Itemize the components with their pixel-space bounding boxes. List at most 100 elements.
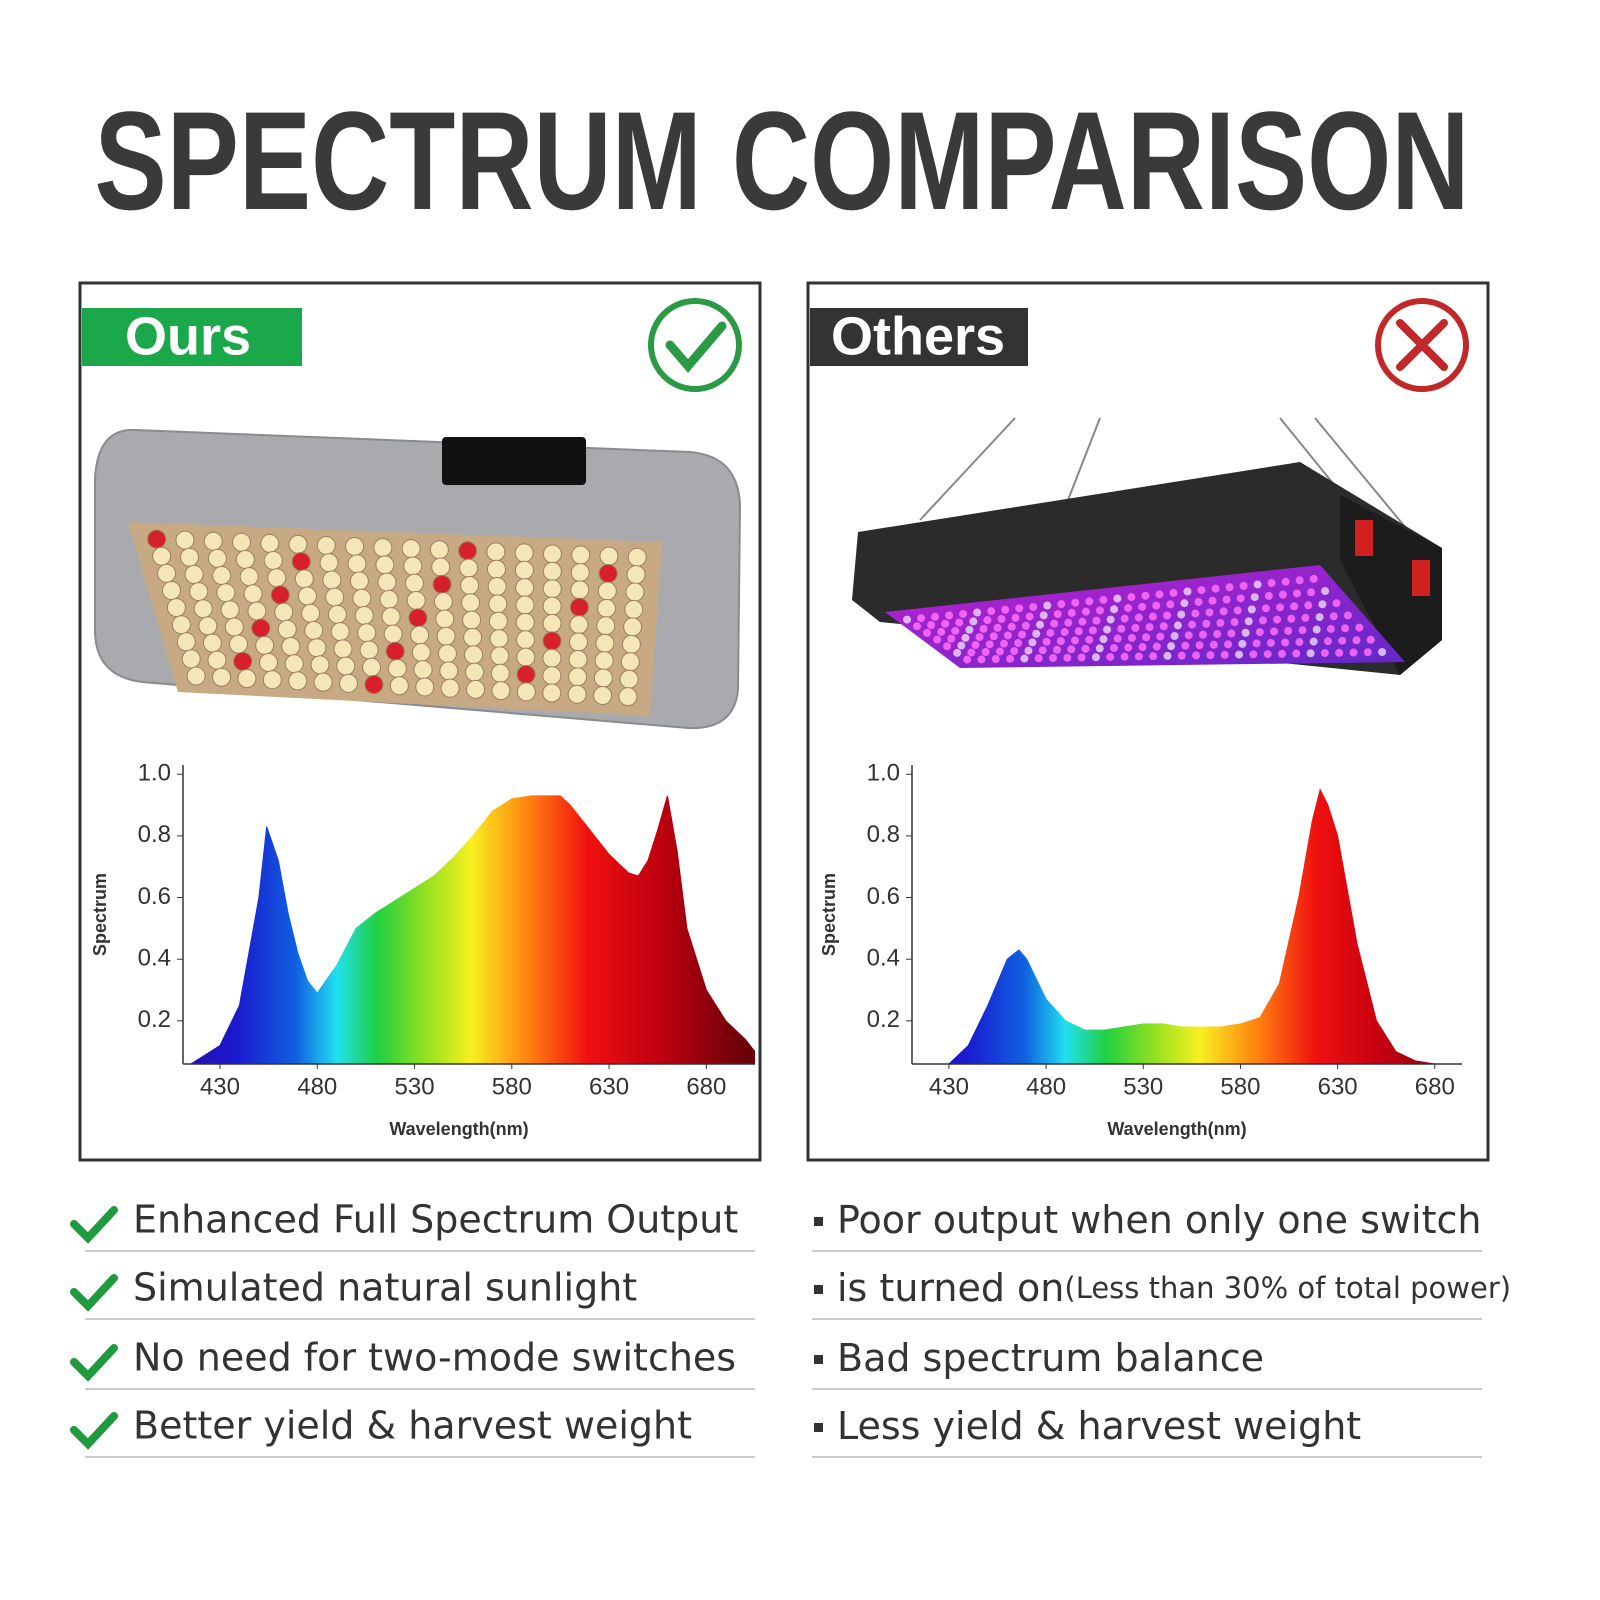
led xyxy=(255,635,275,655)
led xyxy=(1247,605,1256,614)
led xyxy=(1258,616,1267,625)
led xyxy=(180,547,200,567)
led xyxy=(325,587,345,607)
x-tick-label: 580 xyxy=(492,1073,532,1100)
led xyxy=(345,537,365,557)
led xyxy=(1267,579,1276,588)
led xyxy=(542,631,562,651)
led xyxy=(415,677,435,697)
led xyxy=(1092,616,1101,625)
y-tick-label: 0.6 xyxy=(138,883,171,910)
led xyxy=(542,561,562,581)
led xyxy=(1029,602,1038,611)
led xyxy=(1077,653,1086,662)
led xyxy=(933,635,942,644)
led xyxy=(1366,635,1375,644)
led xyxy=(955,618,964,627)
led xyxy=(515,578,535,598)
led xyxy=(297,586,317,606)
x-tick-label: 630 xyxy=(589,1073,629,1100)
led xyxy=(1290,602,1299,611)
led xyxy=(413,660,433,680)
led xyxy=(1235,650,1244,659)
led xyxy=(593,668,613,688)
feature-text: Enhanced Full Spectrum Output xyxy=(133,1198,738,1242)
led xyxy=(216,583,236,603)
led xyxy=(1113,634,1122,643)
led xyxy=(1038,646,1047,655)
led xyxy=(1163,611,1172,620)
feature-text: No need for two-mode switches xyxy=(133,1336,736,1380)
led xyxy=(967,648,976,657)
led xyxy=(251,618,271,638)
led xyxy=(1025,612,1034,621)
spectrum-line xyxy=(948,788,1435,1065)
led xyxy=(1091,653,1100,662)
led xyxy=(1099,635,1108,644)
led xyxy=(983,616,992,625)
led xyxy=(464,645,484,665)
led xyxy=(923,628,932,637)
led xyxy=(437,644,457,664)
led xyxy=(959,609,968,618)
led xyxy=(310,655,330,675)
led xyxy=(627,547,647,567)
led xyxy=(1106,615,1115,624)
led xyxy=(1078,617,1087,626)
led xyxy=(347,554,367,574)
led xyxy=(568,649,588,669)
led xyxy=(439,661,459,681)
led xyxy=(147,529,167,549)
led xyxy=(1188,620,1197,629)
led xyxy=(235,549,255,569)
led xyxy=(364,675,384,695)
feature-main: Poor output when only one switch xyxy=(837,1198,1481,1242)
y-tick-label: 0.4 xyxy=(867,945,900,972)
led xyxy=(379,589,399,609)
x-tick-label: 430 xyxy=(929,1073,969,1100)
led xyxy=(381,607,401,627)
led xyxy=(1208,596,1217,605)
led xyxy=(1343,611,1352,620)
led xyxy=(618,687,638,707)
led xyxy=(1184,631,1193,640)
led xyxy=(1042,637,1051,646)
led xyxy=(1166,600,1175,609)
led xyxy=(987,607,996,616)
check-mark xyxy=(70,1344,118,1382)
led xyxy=(1110,643,1119,652)
led xyxy=(487,559,507,579)
led xyxy=(459,558,479,578)
led xyxy=(1378,647,1387,656)
led xyxy=(568,667,588,687)
led xyxy=(1213,630,1222,639)
y-axis-label: Spectrum xyxy=(819,873,839,956)
led xyxy=(229,634,249,654)
led xyxy=(316,535,336,555)
led xyxy=(1050,619,1059,628)
led xyxy=(1225,583,1234,592)
led xyxy=(1233,606,1242,615)
led xyxy=(460,575,480,595)
led xyxy=(1113,594,1122,603)
led xyxy=(1127,633,1136,642)
led xyxy=(570,580,590,600)
check-mark xyxy=(70,1206,118,1244)
led xyxy=(262,670,282,690)
led xyxy=(489,629,509,649)
led xyxy=(401,539,421,559)
led xyxy=(1318,600,1327,609)
led xyxy=(406,591,426,611)
feature-note: (Less than 30% of total power) xyxy=(1064,1271,1511,1305)
led xyxy=(1039,611,1048,620)
led xyxy=(203,531,223,551)
led xyxy=(387,658,407,678)
y-tick-label: 1.0 xyxy=(867,760,900,787)
feature-text: Bad spectrum balance xyxy=(837,1336,1264,1380)
led xyxy=(619,669,639,689)
led xyxy=(1053,610,1062,619)
led xyxy=(514,560,534,580)
led xyxy=(1261,604,1270,613)
led xyxy=(979,624,988,633)
led xyxy=(1216,618,1225,627)
